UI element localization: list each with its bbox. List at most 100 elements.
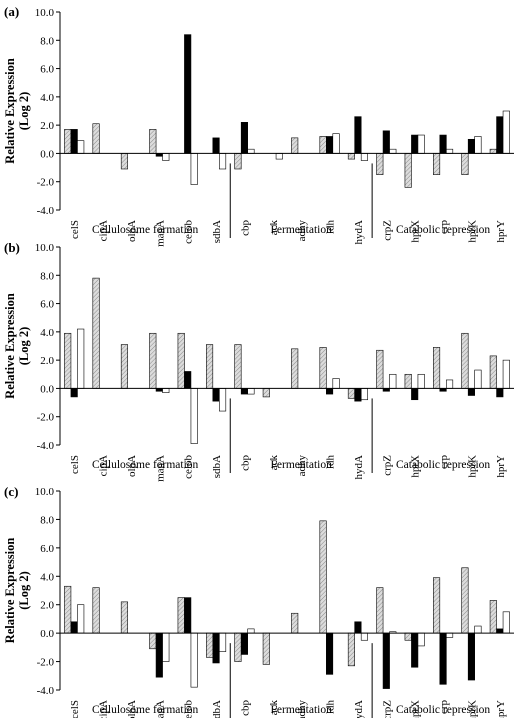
category-label-crp: crp: [438, 220, 450, 235]
bar-ack-hatched: [262, 388, 270, 398]
bar-hprY-hatched: [489, 600, 497, 634]
category-label-ldh: ldh: [325, 455, 337, 470]
bar-crpZ-black: [382, 632, 390, 689]
y-tick-label: 2.0: [40, 355, 54, 367]
y-tick-label: 0.0: [40, 628, 54, 640]
bar-hprX-white: [417, 373, 425, 389]
bar-cbp-hatched: [234, 632, 242, 662]
category-label-olpA: olpA: [126, 700, 138, 718]
group-label: Fermentation: [271, 459, 333, 471]
category-label-hprX: hprX: [410, 220, 422, 243]
group-label: Cellulosome formation: [92, 704, 199, 716]
bar-hprX-hatched: [404, 153, 412, 188]
bar-adhy-hatched: [291, 137, 299, 154]
bar-crp-black: [439, 632, 447, 685]
bar-crpZ-hatched: [376, 153, 384, 175]
bar-crp-white: [446, 632, 454, 638]
bar-hprK-hatched: [461, 567, 469, 634]
bar-hprK-hatched: [461, 153, 469, 175]
bar-crp-white: [446, 379, 454, 389]
category-label-ldh: ldh: [325, 220, 337, 235]
category-label-cipA: cipA: [98, 700, 110, 718]
bar-celob-white: [190, 632, 198, 688]
y-tick-label: -4.0: [37, 440, 55, 452]
bar-crp-white: [446, 148, 454, 154]
bar-cbp-hatched: [234, 153, 242, 170]
category-label-adhy: adhy: [296, 455, 308, 477]
group-label: Catabolic repression: [396, 704, 490, 716]
y-tick-label: 10.0: [35, 242, 55, 254]
bar-adhy-hatched: [291, 612, 299, 634]
category-label-manA: manA: [154, 700, 166, 718]
category-label-celS: celS: [69, 700, 81, 718]
category-label-ack: ack: [268, 700, 280, 716]
bar-celob-hatched: [177, 597, 185, 634]
chart-panel-3: (c) Relative Expression (Log 2) -4.0 -2.0 0.0…: [3, 484, 514, 718]
category-label-crp: crp: [438, 700, 450, 715]
category-label-hprY: hprY: [495, 220, 507, 243]
bar-cbp-black: [240, 388, 248, 395]
y-tick-label: -4.0: [37, 205, 55, 217]
y-axis-label: (Log 2): [17, 327, 31, 366]
category-label-hprY: hprY: [495, 700, 507, 718]
y-tick-label: 0.0: [40, 383, 54, 395]
bar-sdbA-white: [219, 388, 227, 412]
bar-sdbA-black: [212, 388, 220, 402]
panel-label: (c): [4, 484, 18, 499]
category-label-ldh: ldh: [325, 700, 337, 715]
category-label-ack: ack: [268, 220, 280, 236]
y-tick-label: 4.0: [40, 92, 54, 104]
bar-cbp-black: [240, 122, 248, 154]
category-label-olpA: olpA: [126, 455, 138, 477]
category-label-manA: manA: [154, 220, 166, 247]
y-axis-label: (Log 2): [17, 92, 31, 131]
bar-crpZ-white: [389, 148, 397, 154]
bar-cbp-black: [240, 632, 248, 655]
category-label-celob: celob: [183, 220, 195, 244]
bar-hprK-black: [467, 632, 475, 681]
bar-hydA-hatched: [347, 388, 355, 399]
bar-ldh-white: [332, 378, 340, 389]
category-label-cbp: cbp: [239, 455, 251, 471]
bar-hydA-black: [354, 116, 362, 154]
bar-hprX-hatched: [404, 632, 412, 641]
category-label-sdbA: sdbA: [211, 700, 223, 718]
y-tick-label: -4.0: [37, 685, 55, 697]
bar-hprY-black: [496, 628, 504, 634]
bar-sdbA-hatched: [206, 344, 214, 389]
category-label-crpZ: crpZ: [381, 700, 393, 718]
bar-manA-white: [162, 632, 170, 662]
category-label-adhy: adhy: [296, 220, 308, 242]
bar-hprY-hatched: [489, 355, 497, 389]
group-label: Cellulosome formation: [92, 459, 199, 471]
bar-hprY-white: [502, 359, 510, 389]
category-label-crpZ: crpZ: [381, 455, 393, 476]
bar-sdbA-black: [212, 137, 220, 154]
bar-olpA-hatched: [120, 153, 128, 170]
bar-hydA-white: [360, 388, 368, 401]
bar-hprY-white: [502, 611, 510, 634]
category-label-cbp: cbp: [239, 220, 251, 236]
bar-hprK-black: [467, 388, 475, 396]
category-label-hydA: hydA: [353, 700, 365, 718]
category-label-celob: celob: [183, 455, 195, 479]
group-label: Fermentation: [271, 224, 333, 236]
bar-hydA-hatched: [347, 632, 355, 667]
bar-manA-white: [162, 153, 170, 161]
bar-hprX-black: [411, 632, 419, 668]
bar-celob-white: [190, 388, 198, 444]
bar-manA-hatched: [149, 129, 157, 154]
bar-hprK-white: [474, 136, 482, 154]
group-label: Cellulosome formation: [92, 224, 199, 236]
bar-cbp-white: [247, 628, 255, 634]
bar-olpA-hatched: [120, 344, 128, 389]
bar-celS-white: [77, 328, 85, 389]
bar-celob-white: [190, 153, 198, 185]
bar-hydA-hatched: [347, 153, 355, 160]
bar-celS-hatched: [64, 332, 72, 389]
bar-cbp-hatched: [234, 344, 242, 389]
y-tick-label: -2.0: [37, 657, 55, 669]
bar-hydA-black: [354, 388, 362, 402]
bar-celS-black: [70, 621, 78, 634]
bar-hydA-black: [354, 621, 362, 634]
